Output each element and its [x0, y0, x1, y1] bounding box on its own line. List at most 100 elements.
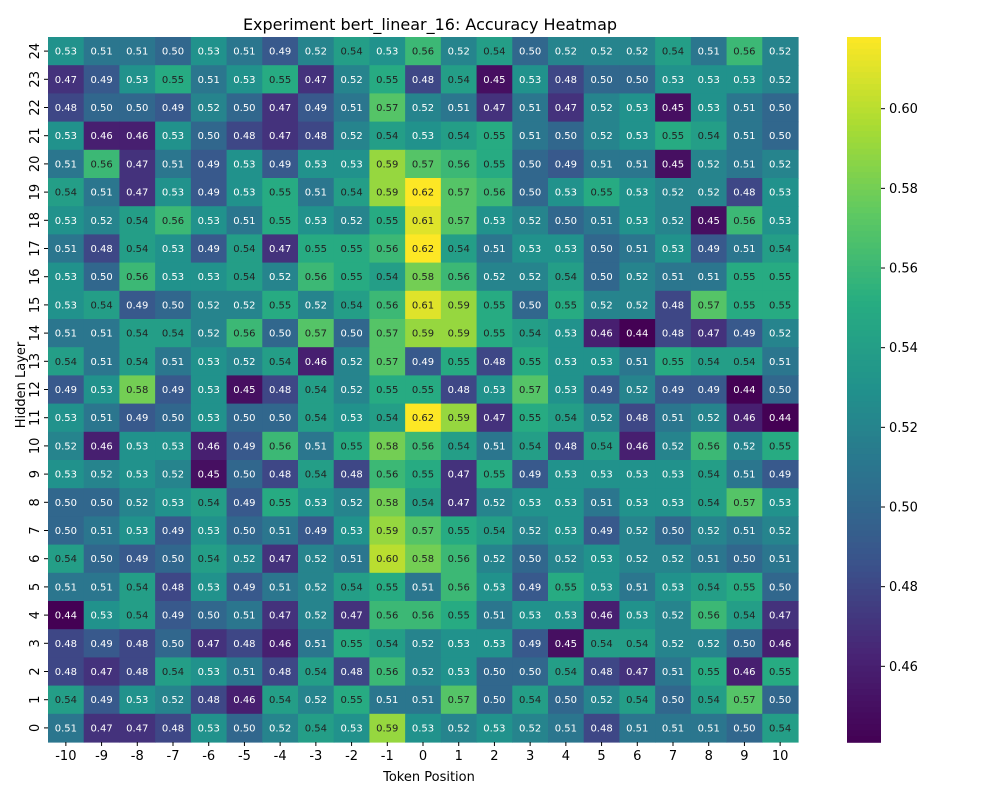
heatmap-cell: [119, 657, 156, 687]
heatmap-cell: [226, 572, 263, 602]
colorbar-segment: [847, 148, 881, 156]
colorbar-segment: [847, 201, 881, 209]
cell-value-label: 0.51: [626, 159, 648, 170]
heatmap-cell: [655, 601, 692, 630]
colorbar-tick-label: 0.46: [889, 660, 918, 675]
heatmap-cell: [83, 601, 121, 630]
cell-value-label: 0.50: [662, 695, 684, 706]
cell-value-label: 0.53: [769, 188, 791, 199]
cell-value-label: 0.54: [305, 723, 327, 734]
heatmap-cell: [83, 178, 121, 207]
cell-value-label: 0.55: [448, 357, 470, 368]
cell-value-label: 0.54: [126, 329, 148, 340]
cell-value-label: 0.53: [233, 75, 255, 86]
cell-value-label: 0.49: [662, 385, 684, 396]
heatmap-cell: [548, 290, 585, 320]
heatmap-cell: [476, 290, 513, 320]
heatmap-cell: [440, 121, 478, 151]
heatmap-cell: [690, 431, 728, 461]
heatmap-cell: [583, 290, 621, 320]
heatmap-cell: [619, 516, 656, 546]
cell-value-label: 0.54: [376, 272, 398, 283]
cell-value-label: 0.53: [198, 385, 220, 396]
cell-value-label: 0.52: [305, 611, 327, 622]
heatmap-cell: [548, 403, 585, 433]
cell-value-label: 0.53: [55, 216, 77, 227]
heatmap-cell: [476, 206, 513, 235]
heatmap-cell: [262, 572, 299, 602]
heatmap-cell: [226, 262, 263, 292]
chart-title: Experiment bert_linear_16: Accuracy Heat…: [243, 15, 617, 35]
cell-value-label: 0.54: [519, 329, 541, 340]
colorbar-segment: [847, 712, 881, 720]
cell-value-label: 0.53: [340, 159, 362, 170]
colorbar-segment: [847, 354, 881, 361]
colorbar-segment: [847, 330, 881, 338]
cell-value-label: 0.49: [590, 526, 612, 537]
heatmap-cell: [726, 178, 763, 207]
heatmap-cell: [190, 460, 228, 489]
cell-value-label: 0.52: [305, 47, 327, 58]
colorbar-segment: [847, 307, 881, 314]
heatmap-cell: [369, 149, 406, 179]
cell-value-label: 0.54: [162, 329, 184, 340]
heatmap-cell: [369, 178, 406, 207]
heatmap-cell: [762, 629, 799, 658]
cell-value-label: 0.55: [733, 300, 755, 311]
cell-value-label: 0.47: [448, 498, 470, 509]
heatmap-cell: [583, 572, 621, 602]
heatmap-cell: [155, 178, 192, 207]
colorbar-segment: [847, 724, 881, 732]
cell-value-label: 0.49: [233, 441, 255, 452]
cell-value-label: 0.52: [662, 611, 684, 622]
heatmap-cell: [333, 544, 371, 574]
heatmap-cell: [690, 347, 728, 376]
heatmap-cell: [190, 629, 228, 658]
heatmap-cell: [583, 685, 621, 715]
cell-value-label: 0.47: [90, 723, 112, 734]
cell-value-label: 0.50: [55, 498, 77, 509]
cell-value-label: 0.46: [733, 667, 755, 678]
heatmap-cell: [226, 516, 263, 546]
cell-value-label: 0.56: [376, 611, 398, 622]
heatmap-cell: [548, 629, 585, 658]
cell-value-label: 0.52: [162, 470, 184, 481]
cell-value-label: 0.52: [626, 526, 648, 537]
heatmap-cell: [512, 347, 549, 376]
heatmap-cell: [690, 149, 728, 179]
heatmap-cell: [690, 657, 728, 687]
heatmap-cell: [262, 403, 299, 433]
colorbar-segment: [847, 589, 881, 596]
heatmap-cell: [119, 375, 156, 405]
cell-value-label: 0.47: [555, 103, 577, 114]
cell-value-label: 0.50: [519, 667, 541, 678]
heatmap-cell: [369, 65, 406, 94]
cell-value-label: 0.53: [198, 582, 220, 593]
cell-value-label: 0.52: [662, 188, 684, 199]
heatmap-cell: [226, 65, 263, 94]
cell-value-label: 0.56: [376, 470, 398, 481]
heatmap-cell: [190, 178, 228, 207]
cell-value-label: 0.56: [448, 159, 470, 170]
heatmap-cell: [655, 121, 692, 151]
colorbar-segment: [847, 501, 881, 508]
x-tick-label: 2: [490, 749, 498, 764]
colorbar-segment: [847, 395, 881, 403]
heatmap-cell: [690, 460, 728, 489]
cell-value-label: 0.54: [126, 244, 148, 255]
cell-value-label: 0.55: [555, 582, 577, 593]
cell-value-label: 0.51: [305, 188, 327, 199]
heatmap-cell: [476, 178, 513, 207]
heatmap-cell: [333, 319, 371, 348]
heatmap-cell: [119, 290, 156, 320]
colorbar-segment: [847, 213, 881, 220]
cell-value-label: 0.53: [198, 723, 220, 734]
heatmap-cell: [119, 685, 156, 715]
y-tick-label: 17: [28, 240, 43, 257]
heatmap-cell: [405, 149, 442, 179]
heatmap-cell: [726, 544, 763, 574]
heatmap-cell: [583, 65, 621, 94]
cell-value-label: 0.61: [412, 216, 434, 227]
heatmap-cell: [333, 572, 371, 602]
heatmap-cell: [262, 290, 299, 320]
